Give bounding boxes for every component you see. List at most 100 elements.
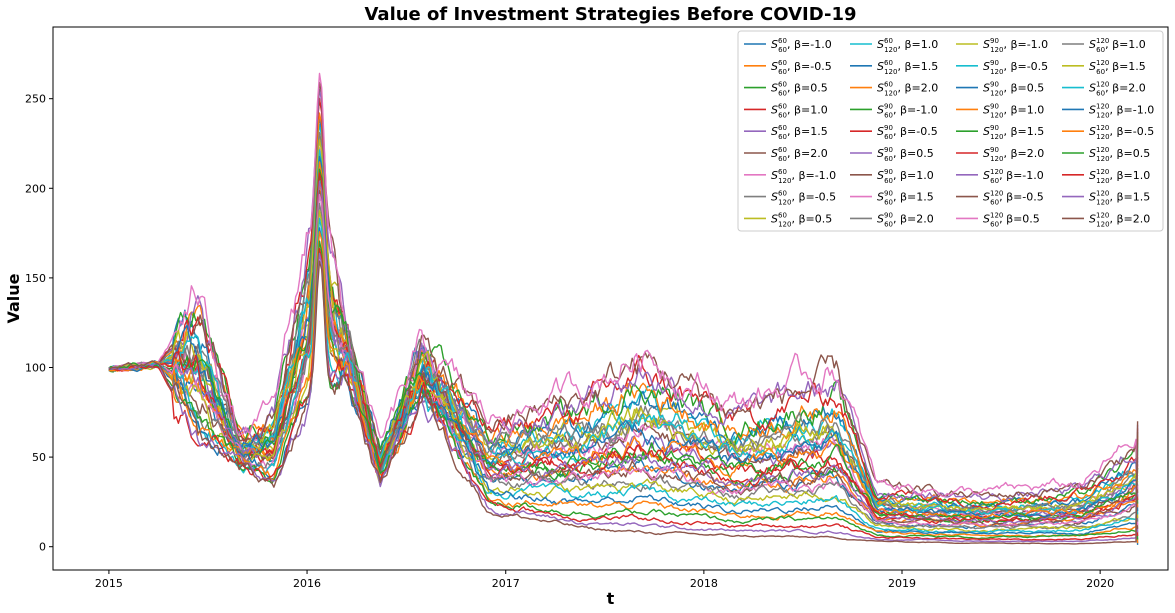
legend-beta: , β=2.0	[787, 147, 828, 160]
legend-subscript: 60	[990, 220, 999, 228]
legend-subscript: 60	[778, 90, 787, 98]
legend-superscript: 90	[990, 37, 999, 45]
legend-subscript: 120	[990, 90, 1003, 98]
legend-symbol: S	[1089, 191, 1096, 204]
legend-subscript: 60	[990, 199, 999, 207]
legend-symbol: S	[983, 212, 990, 225]
legend-entry: S90 60, β=1.5	[877, 190, 934, 207]
legend-superscript: 60	[884, 59, 893, 67]
legend-beta: , β=0.5	[787, 82, 828, 95]
legend-superscript: 120	[1096, 124, 1109, 132]
series-line	[108, 247, 1139, 541]
series-line	[108, 155, 1139, 520]
legend-beta: , β=0.5	[791, 212, 832, 225]
legend-symbol: S	[1089, 169, 1096, 182]
legend-entry: S90 120, β=0.5	[983, 81, 1044, 98]
legend-subscript: 120	[1096, 155, 1109, 163]
x-axis-label: t	[607, 589, 615, 608]
legend-symbol: S	[1089, 82, 1096, 95]
legend-superscript: 90	[990, 102, 999, 110]
y-tick-label: 150	[25, 272, 46, 285]
legend-entry: S60 120, β=1.0	[877, 37, 938, 54]
legend-symbol: S	[771, 103, 778, 116]
legend-beta: , β=-1.0	[893, 103, 938, 116]
legend-superscript: 60	[778, 146, 787, 154]
legend-beta: , β=0.5	[893, 147, 934, 160]
legend-superscript: 120	[1096, 102, 1109, 110]
legend-subscript: 60	[1096, 68, 1105, 76]
legend-entry: S60 60, β=0.5	[771, 81, 828, 98]
legend-superscript: 90	[884, 190, 893, 198]
legend-superscript: 120	[990, 190, 1003, 198]
legend-subscript: 60	[884, 155, 893, 163]
legend-beta: , β=1.0	[1003, 103, 1044, 116]
legend-symbol: S	[877, 82, 884, 95]
legend-entry: S60 120, β=-0.5	[771, 190, 836, 207]
legend-beta: , β=1.0	[893, 169, 934, 182]
legend-superscript: 90	[990, 146, 999, 154]
legend-superscript: 120	[1096, 168, 1109, 176]
legend-symbol: S	[983, 103, 990, 116]
legend-superscript: 90	[884, 168, 893, 176]
x-tick-label: 2015	[95, 577, 123, 590]
series-line	[108, 240, 1139, 540]
legend-symbol: S	[1089, 38, 1096, 51]
legend-symbol: S	[771, 38, 778, 51]
legend-entry: S90 120, β=1.0	[983, 102, 1044, 119]
series-line	[108, 231, 1139, 538]
legend-subscript: 120	[990, 133, 1003, 141]
legend-superscript: 120	[990, 211, 1003, 219]
series-line	[108, 252, 1139, 543]
series-line	[108, 202, 1139, 530]
series-line	[108, 149, 1139, 517]
legend-beta: , β=1.0	[1105, 38, 1146, 51]
legend-symbol: S	[877, 60, 884, 73]
legend-superscript: 60	[778, 124, 787, 132]
legend-subscript: 60	[778, 46, 787, 54]
legend-superscript: 90	[990, 81, 999, 89]
y-tick-label: 0	[39, 541, 46, 554]
legend-symbol: S	[877, 38, 884, 51]
legend-entry: S90 60, β=2.0	[877, 211, 934, 228]
series-line	[108, 189, 1139, 527]
legend-beta: , β=1.5	[893, 191, 934, 204]
legend-symbol: S	[877, 212, 884, 225]
legend-entry: S60 120, β=1.5	[877, 59, 938, 76]
legend-entry: S60 60, β=-0.5	[771, 59, 832, 76]
x-tick-label: 2019	[888, 577, 916, 590]
legend-beta: , β=-0.5	[999, 191, 1044, 204]
legend-beta: , β=1.0	[897, 38, 938, 51]
plot-frame	[52, 26, 1169, 571]
legend-subscript: 60	[778, 68, 787, 76]
legend-subscript: 60	[1096, 46, 1105, 54]
legend-symbol: S	[771, 212, 778, 225]
series-line	[108, 72, 1139, 498]
legend-symbol: S	[877, 125, 884, 138]
legend-subscript: 60	[884, 133, 893, 141]
legend-symbol: S	[771, 60, 778, 73]
series-group	[108, 72, 1139, 545]
legend-symbol: S	[877, 147, 884, 160]
legend-subscript: 120	[778, 220, 791, 228]
legend-subscript: 120	[990, 111, 1003, 119]
legend-subscript: 60	[884, 199, 893, 207]
legend-subscript: 60	[1096, 90, 1105, 98]
series-line	[108, 210, 1139, 533]
legend-superscript: 90	[884, 146, 893, 154]
legend-symbol: S	[983, 147, 990, 160]
legend-subscript: 120	[990, 155, 1003, 163]
legend-entry: S120 120, β=0.5	[1089, 146, 1150, 163]
legend-symbol: S	[771, 169, 778, 182]
legend-entry: S120 120, β=1.5	[1089, 190, 1150, 207]
legend-entry: S120 60, β=1.0	[1089, 37, 1146, 54]
legend-symbol: S	[1089, 125, 1096, 138]
legend-symbol: S	[877, 191, 884, 204]
legend-superscript: 90	[884, 102, 893, 110]
legend-entry: S60 60, β=2.0	[771, 146, 828, 163]
legend-beta: , β=1.0	[787, 103, 828, 116]
legend-beta: , β=-1.0	[791, 169, 836, 182]
legend-symbol: S	[983, 191, 990, 204]
series-line	[108, 100, 1139, 507]
legend-symbol: S	[771, 125, 778, 138]
legend-beta: , β=1.5	[897, 60, 938, 73]
